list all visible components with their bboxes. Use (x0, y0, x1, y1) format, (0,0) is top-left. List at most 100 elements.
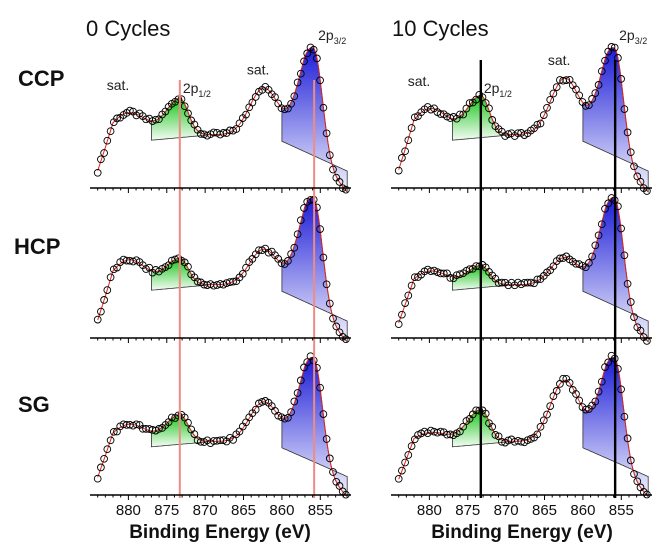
data-point (177, 95, 186, 104)
data-point (549, 89, 558, 98)
data-point (103, 445, 112, 454)
panel-hcp-10-cycles (394, 194, 651, 345)
data-point (572, 390, 580, 398)
data-point (398, 154, 406, 162)
data-point (106, 273, 115, 282)
data-point (322, 129, 331, 138)
data-point (242, 110, 250, 119)
data-point (398, 466, 406, 475)
data-point (190, 430, 199, 438)
panel-ccp-0-cycles: sat. sat. 2p1/2 2p3/2 (93, 27, 350, 194)
data-point (591, 241, 600, 250)
data-point (597, 377, 606, 386)
data-point (623, 434, 632, 443)
data-point (319, 103, 328, 112)
data-point (607, 43, 616, 51)
data-point (325, 299, 334, 308)
data-point (264, 248, 273, 257)
panel-sg-10-cycles (394, 351, 651, 499)
data-point (401, 299, 409, 307)
data-point (626, 456, 635, 465)
data-point (604, 199, 613, 208)
data-point (597, 67, 606, 76)
data-point (620, 105, 629, 113)
data-point (623, 128, 632, 137)
data-point (481, 409, 490, 418)
data-point (100, 296, 108, 304)
data-point (401, 147, 409, 156)
data-point (325, 454, 334, 463)
x-tick-label: 855 (609, 502, 634, 519)
data-point (322, 280, 331, 289)
data-point (591, 89, 600, 97)
data-point (604, 358, 613, 367)
data-point (585, 259, 593, 267)
data-point (581, 102, 590, 110)
data-point (552, 83, 561, 91)
data-point (219, 129, 228, 137)
data-point (475, 406, 484, 415)
data-point (100, 149, 108, 157)
data-point (407, 281, 416, 290)
data-point (280, 414, 289, 423)
data-point (630, 470, 638, 478)
data-point (329, 468, 337, 476)
data-point (585, 101, 593, 110)
data-point (594, 387, 603, 396)
data-point (533, 275, 542, 284)
data-point (543, 103, 551, 112)
data-point (636, 326, 645, 335)
data-point (404, 291, 413, 300)
data-point (459, 422, 468, 431)
column-title-0-cycles: 0 Cycles (86, 16, 170, 41)
data-point (436, 110, 445, 118)
data-point (103, 136, 112, 145)
data-point (290, 92, 299, 101)
data-point (316, 225, 324, 233)
data-point (465, 265, 474, 274)
data-point (630, 162, 638, 171)
data-point (342, 335, 350, 344)
data-point (436, 427, 445, 436)
annotation-sat-left: sat. (408, 73, 431, 89)
data-point (404, 136, 413, 145)
data-point (620, 251, 629, 260)
spectra-plots: sat. sat. 2p1/2 2p3/2 sat. sat. 2p1/2 2p3/2 880 8… (90, 27, 652, 519)
data-point (238, 269, 247, 278)
annotation-2p12-subscript: 1/2 (198, 89, 211, 99)
data-point (155, 425, 163, 433)
data-point (626, 298, 635, 306)
data-point (536, 119, 545, 128)
data-point (594, 231, 603, 240)
annotation-sat-right: sat. (247, 62, 270, 78)
x-axis-label-right: Binding Energy (eV) (431, 522, 613, 542)
data-point (559, 374, 567, 383)
data-point (113, 114, 121, 123)
data-point (184, 418, 192, 427)
fit-envelope-line (398, 47, 648, 192)
data-point (229, 436, 237, 444)
data-point (332, 322, 341, 331)
data-point (439, 269, 448, 278)
x-tick-label: 860 (269, 502, 294, 519)
data-point (280, 105, 289, 114)
annotation-2p12: 2p1/2 (183, 80, 211, 99)
data-point (546, 95, 555, 104)
data-point (290, 397, 299, 406)
data-point (109, 427, 118, 436)
data-point (300, 57, 308, 66)
data-point (565, 378, 574, 387)
data-point (329, 165, 337, 174)
data-point (617, 224, 625, 233)
annotation-sat-right: sat. (548, 52, 571, 68)
data-point (633, 477, 642, 486)
annotation-2p12: 2p1/2 (484, 80, 512, 99)
data-point (251, 405, 260, 414)
data-point (630, 313, 638, 321)
data-point (617, 385, 625, 394)
data-point (539, 111, 548, 119)
data-point (316, 76, 324, 85)
data-point (290, 243, 299, 252)
data-point (151, 115, 160, 124)
data-point (572, 85, 580, 94)
